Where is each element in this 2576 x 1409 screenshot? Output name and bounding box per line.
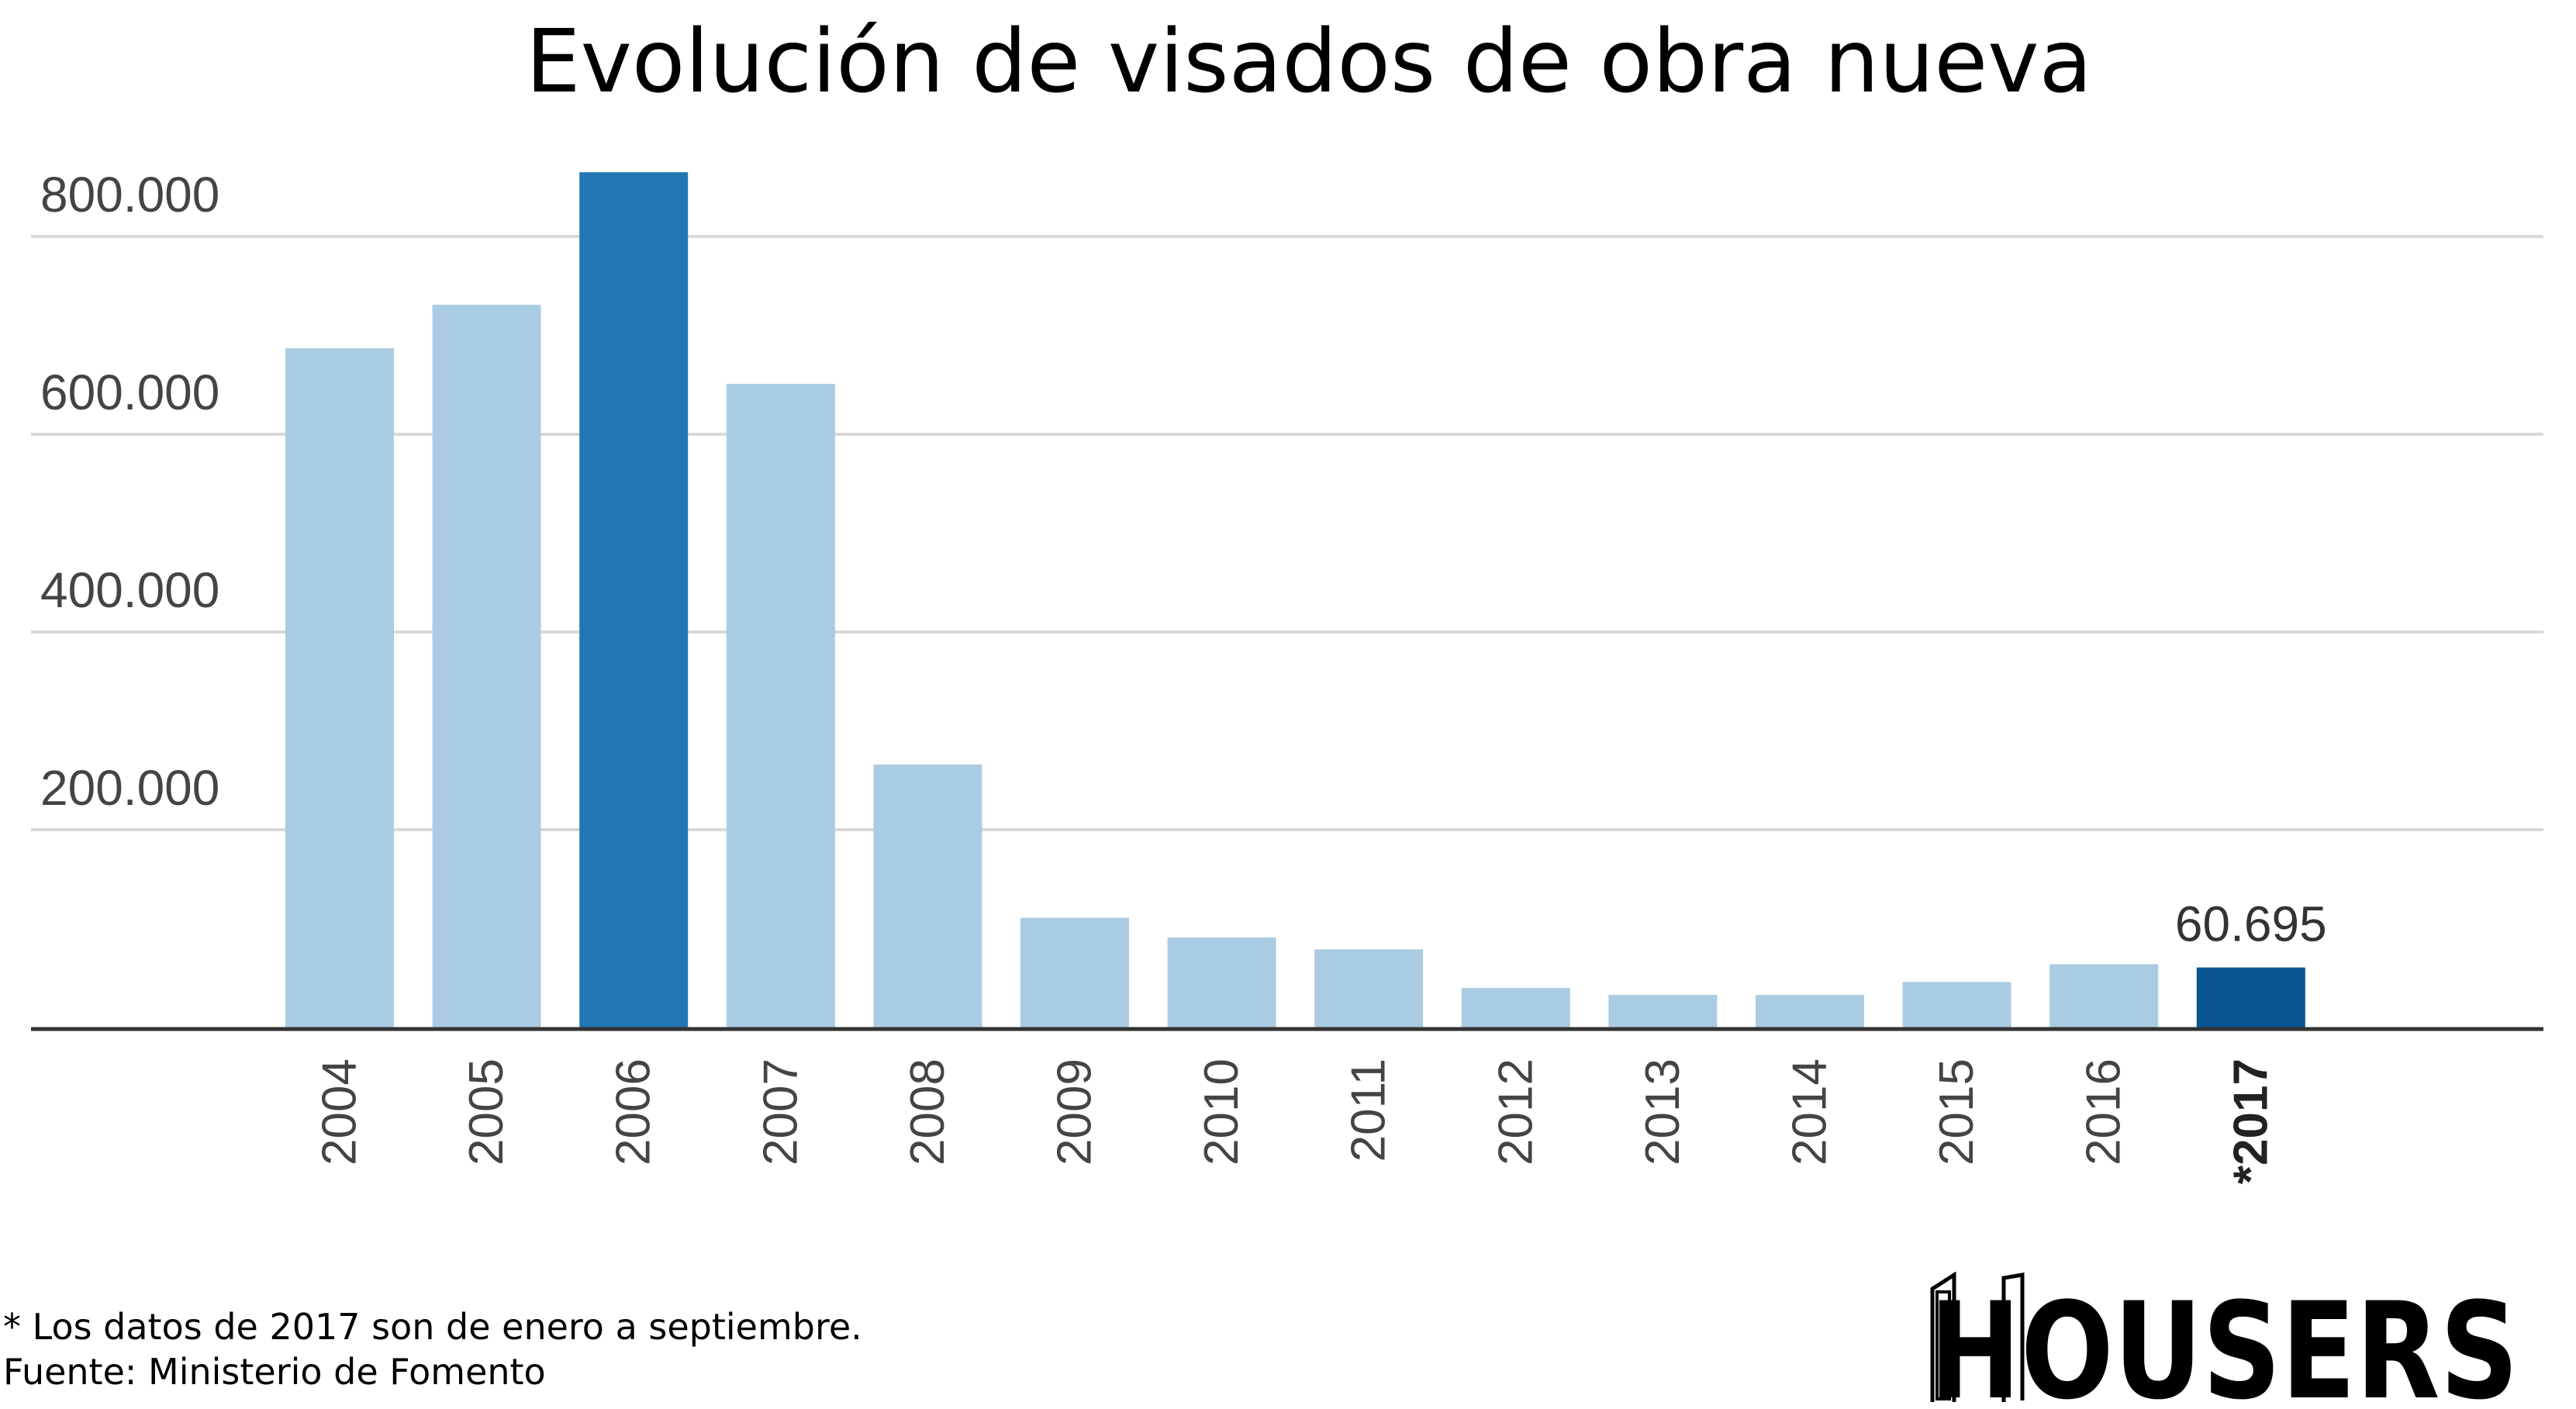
bar-2011 [1314,949,1424,1027]
bar-2014 [1756,994,1864,1027]
bar-2017 [2196,967,2305,1027]
x-axis-ticks: 2004 2005 2006 2007 2008 2009 2010 2011 2012 2013… [313,1058,2278,1184]
footnote-source: Fuente: Ministerio de Fomento [3,1351,546,1393]
x-tick-label: 2006 [607,1058,661,1166]
x-tick-label: 2011 [1342,1058,1396,1162]
x-tick-label: 2009 [1048,1058,1102,1166]
bar-2015 [1902,982,2011,1027]
y-axis-ticks: 200.000 400.000 600.000 800.000 [40,167,219,816]
bar-2012 [1461,988,1570,1027]
x-tick-label: 2015 [1930,1058,1984,1166]
y-tick-label: 400.000 [40,562,219,618]
chart-title: Evolución de visados de obra nueva [526,12,2092,112]
y-tick-label: 200.000 [40,760,219,816]
y-tick-label: 600.000 [40,364,219,420]
housers-logo: HOUSERS [1929,1272,2519,1404]
x-tick-label: 2007 [754,1058,807,1166]
bar-2007 [726,383,835,1028]
bar-2005 [432,304,541,1028]
bar-2006 [579,172,689,1027]
bar-2016 [2049,964,2159,1027]
x-tick-label: 2012 [1489,1058,1542,1166]
x-tick-label: 2005 [460,1058,513,1166]
x-tick-label: *2017 [2224,1058,2277,1184]
gridlines [31,235,2543,831]
bar-2009 [1020,917,1129,1027]
bar-2004 [285,348,394,1027]
x-tick-label: 2008 [901,1058,955,1166]
y-tick-label: 800.000 [40,167,219,223]
x-tick-label: 2010 [1195,1058,1248,1166]
house-outline-icon [1930,1272,2025,1402]
bars [285,172,2305,1028]
bar-2013 [1608,994,1718,1027]
bar-2010 [1167,937,1276,1027]
x-tick-label: 2014 [1784,1058,1837,1166]
data-label: 60.695 [2175,896,2327,952]
bar-2008 [873,764,982,1027]
x-tick-label: 2013 [1636,1058,1690,1166]
footnote-note: * Los datos de 2017 son de enero a septi… [3,1306,862,1348]
x-tick-label: 2004 [313,1058,367,1166]
data-labels: 60.695 [2175,896,2327,952]
x-tick-label: 2016 [2077,1058,2131,1166]
logo-text: HOUSERS [1929,1273,2519,1404]
